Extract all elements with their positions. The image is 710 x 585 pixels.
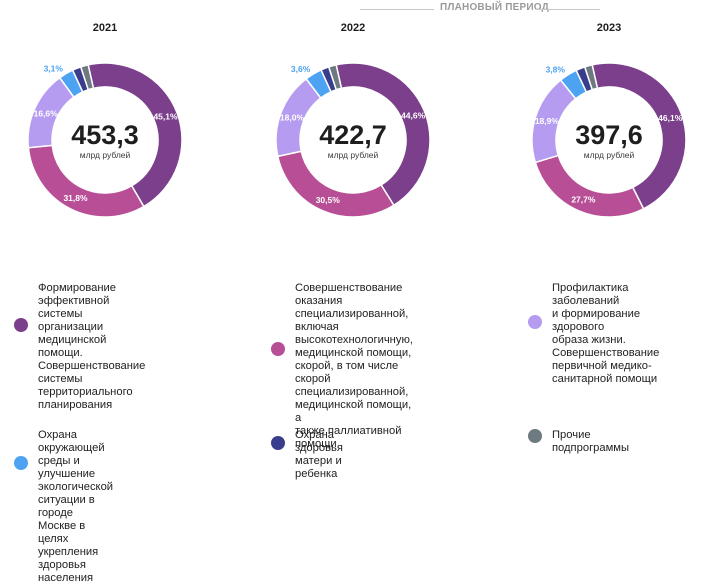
chart-year: 2022 bbox=[340, 22, 366, 34]
legend-label: Профилактика заболеваний и формирование … bbox=[552, 282, 660, 385]
slice-label: 18,0% bbox=[280, 113, 305, 123]
legend-swatch bbox=[528, 429, 542, 443]
slice-label: 3,1% bbox=[44, 63, 64, 73]
slice-label: 3,8% bbox=[546, 65, 566, 75]
donut-slice-other bbox=[583, 63, 599, 91]
total-value: 422,7 bbox=[319, 120, 387, 150]
unit-label: млрд рублей bbox=[584, 150, 635, 160]
donut-slice-efficiency bbox=[335, 62, 431, 207]
donut-chart-2022: 2022 44,6% 30,5% 18,0% 3,6% 422,7 млрд рублей bbox=[253, 18, 453, 240]
donut-chart-2021: 2021 45,1% 31,8% 16,6% 3,1% 453,3 млрд рублей bbox=[5, 18, 205, 240]
donut-slice-other bbox=[327, 63, 343, 91]
slice-label: 45,1% bbox=[153, 111, 178, 121]
legend-label: Формирование эффективной системы организ… bbox=[38, 282, 146, 411]
legend-label: Прочие подпрограммы bbox=[552, 429, 630, 454]
total-value: 453,3 bbox=[71, 120, 139, 150]
slice-label: 27,7% bbox=[571, 195, 596, 205]
chart-year: 2021 bbox=[92, 22, 118, 34]
donut-slice-other bbox=[79, 63, 95, 91]
legend-label: Охрана здоровья матери и ребенка bbox=[295, 429, 343, 480]
legend-swatch bbox=[271, 342, 285, 356]
slice-label: 16,6% bbox=[34, 108, 59, 118]
planned-period-header: ПЛАНОВЫЙ ПЕРИОД bbox=[360, 2, 600, 16]
unit-label: млрд рублей bbox=[80, 150, 131, 160]
slice-label: 44,6% bbox=[401, 110, 426, 120]
slice-label: 30,5% bbox=[316, 195, 341, 205]
planned-period-line-left bbox=[360, 9, 434, 10]
donut-slice-efficiency bbox=[87, 62, 183, 208]
legend-swatch bbox=[528, 315, 542, 329]
donut-slice-specialized bbox=[276, 150, 395, 218]
donut-slice-specialized bbox=[534, 154, 645, 218]
slice-label: 18,9% bbox=[535, 116, 560, 126]
planned-period-label: ПЛАНОВЫЙ ПЕРИОД bbox=[440, 2, 549, 13]
donut-slice-efficiency bbox=[591, 62, 687, 210]
legend-label: Охрана окружающей среды и улучшение экол… bbox=[38, 429, 114, 584]
planned-period-line-right bbox=[536, 9, 600, 10]
slice-label: 31,8% bbox=[63, 193, 88, 203]
legend-label: Совершенствование оказания специализиров… bbox=[295, 282, 413, 450]
slice-label: 46,1% bbox=[658, 113, 683, 123]
legend-swatch bbox=[271, 436, 285, 450]
unit-label: млрд рублей bbox=[328, 150, 379, 160]
legend-swatch bbox=[14, 456, 28, 470]
legend-swatch bbox=[14, 318, 28, 332]
slice-label: 3,6% bbox=[291, 64, 311, 74]
total-value: 397,6 bbox=[575, 120, 643, 150]
chart-year: 2023 bbox=[596, 22, 622, 34]
donut-chart-2023: 2023 46,1% 27,7% 18,9% 3,8% 397,6 млрд рублей bbox=[509, 18, 709, 240]
